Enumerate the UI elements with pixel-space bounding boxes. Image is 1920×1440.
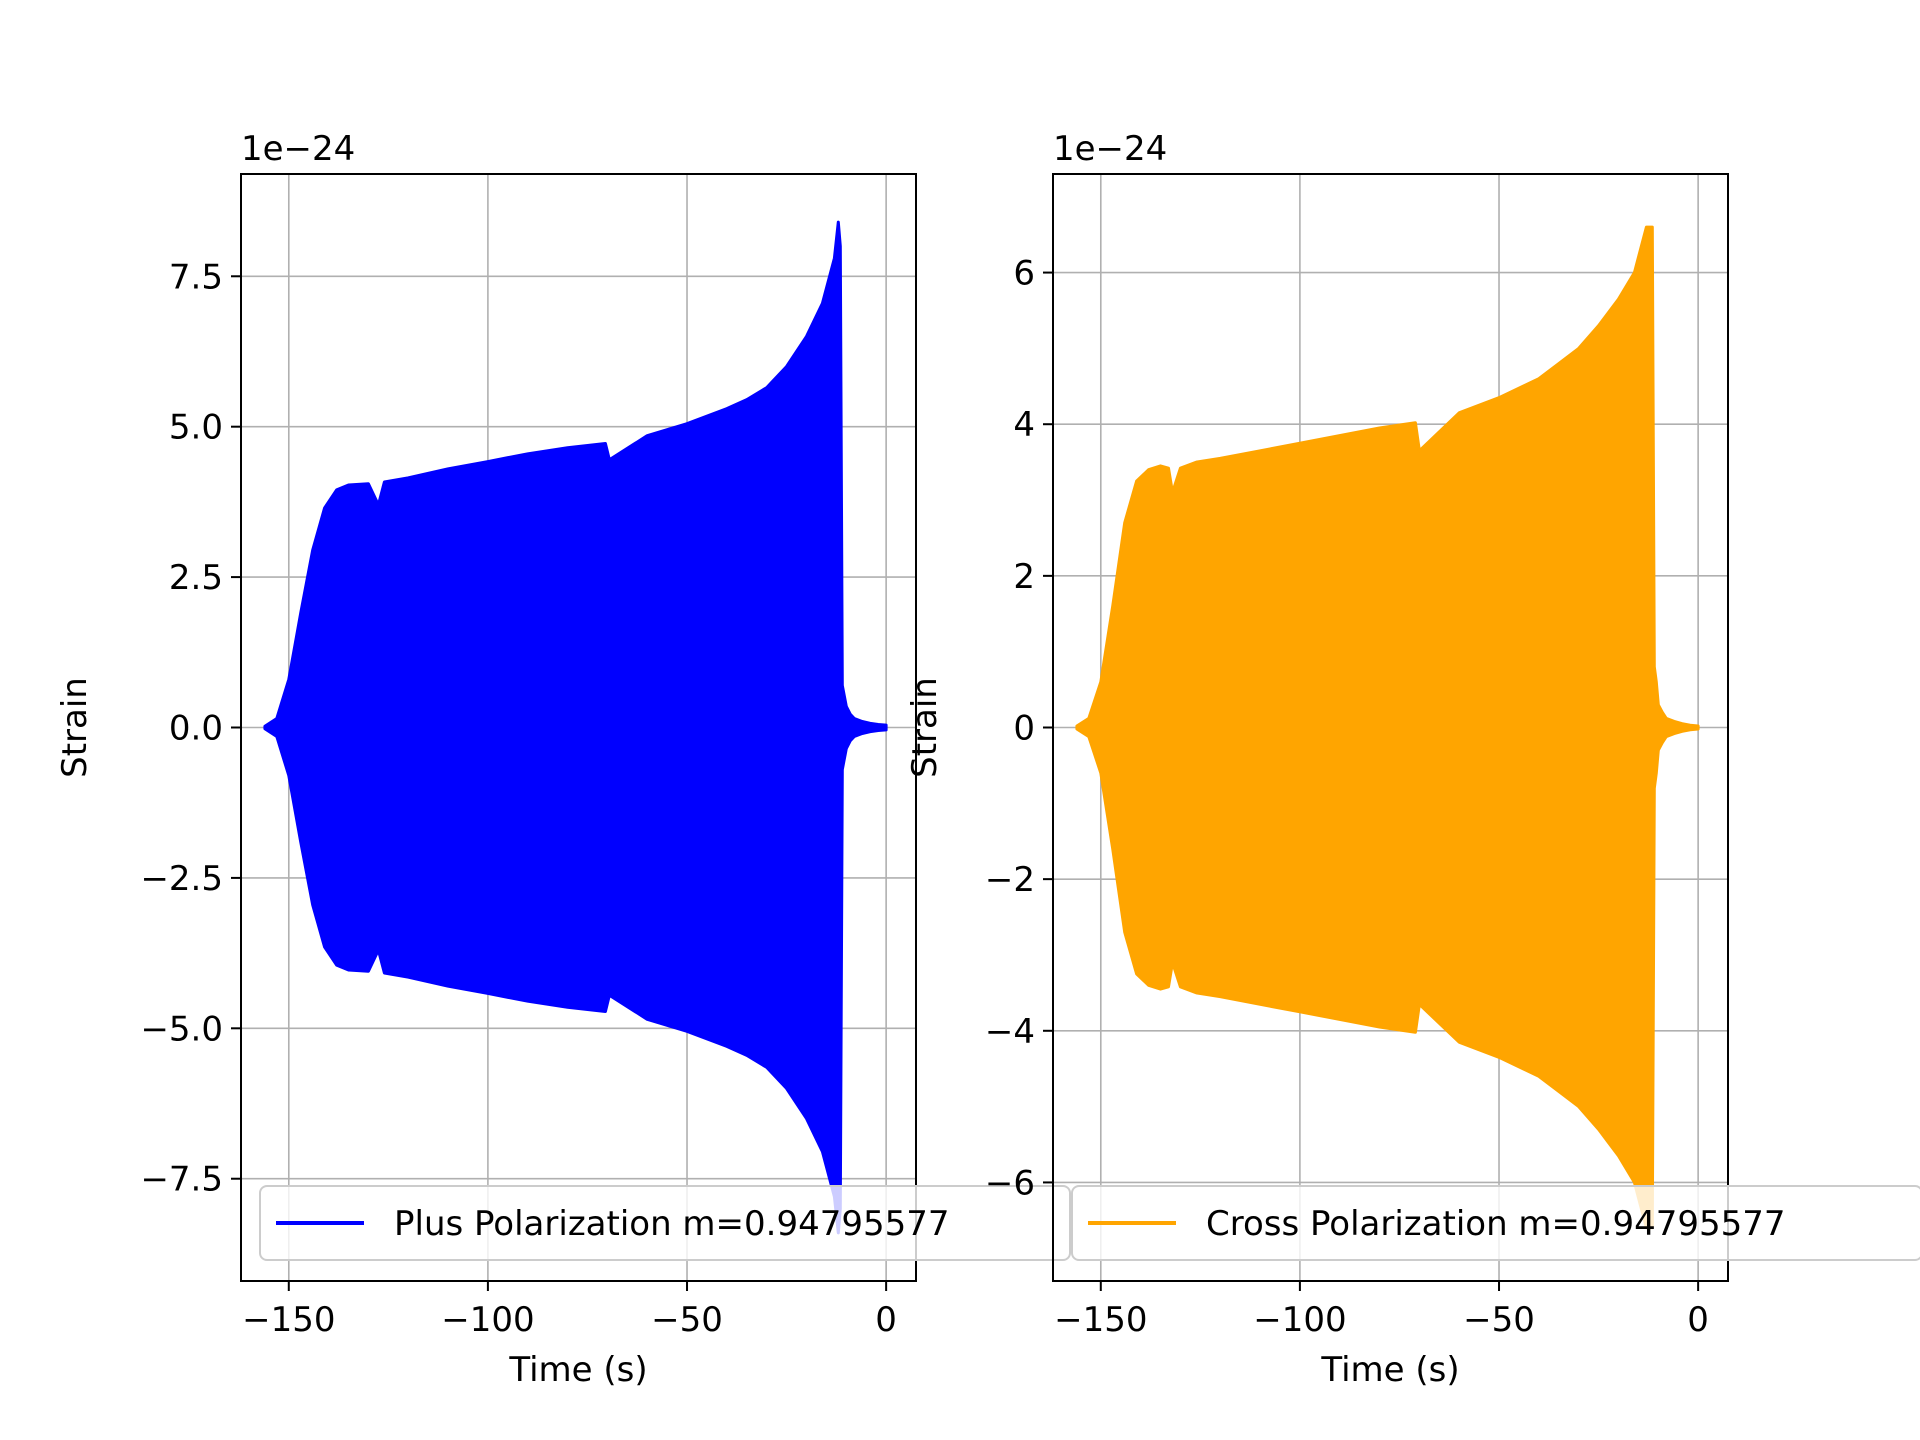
plus-polarization-panel: −150 −100 −50 0 −7.5 −5.0 −2.5 0.0 2.5 5.0 7.5 1e…	[55, 129, 1071, 1390]
x-tick-label: −150	[242, 1300, 335, 1340]
y-tick-label: −5.0	[140, 1009, 223, 1049]
x-tick-label: −150	[1054, 1300, 1147, 1340]
legend: Plus Polarization m=0.94795577	[259, 1185, 1071, 1261]
x-tick-label: −50	[651, 1300, 723, 1340]
y-tick-label: −2.5	[140, 859, 223, 899]
cross-polarization-panel: −150 −100 −50 0 −6 −4 −2 0 2 4 6 1e−24 Time (s) S…	[905, 129, 1920, 1390]
y-ticks: −7.5 −5.0 −2.5 0.0 2.5 5.0 7.5	[140, 257, 241, 1200]
y-tick-label: 2.5	[169, 558, 223, 598]
x-tick-label: −50	[1463, 1300, 1535, 1340]
y-tick-label: −6	[985, 1163, 1035, 1203]
cross-polarization-waveform	[1075, 225, 1700, 1230]
legend-box	[1071, 1185, 1920, 1261]
y-tick-label: 5.0	[169, 408, 223, 448]
x-tick-label: 0	[1687, 1300, 1709, 1340]
y-tick-label: −7.5	[140, 1160, 223, 1200]
y-axis-label: Strain	[55, 677, 95, 778]
x-tick-label: −100	[1253, 1300, 1346, 1340]
x-axis-label: Time (s)	[1320, 1350, 1459, 1390]
y-ticks: −6 −4 −2 0 2 4 6	[985, 254, 1053, 1203]
y-tick-label: 0.0	[169, 709, 223, 749]
legend-entry-cross: Cross Polarization m=0.94795577	[1206, 1204, 1786, 1244]
y-tick-label: 0	[1013, 709, 1035, 749]
y-axis-label: Strain	[905, 677, 945, 778]
y-tick-label: −2	[985, 860, 1035, 900]
y-tick-label: 7.5	[169, 257, 223, 297]
y-tick-label: 2	[1013, 557, 1035, 597]
y-tick-label: 6	[1013, 254, 1035, 294]
legend-entry-plus: Plus Polarization m=0.94795577	[394, 1204, 950, 1244]
legend-box	[259, 1185, 1071, 1261]
x-axis-label: Time (s)	[508, 1350, 647, 1390]
x-ticks: −150 −100 −50 0	[1054, 1281, 1709, 1340]
offset-text: 1e−24	[241, 129, 355, 169]
x-tick-label: 0	[875, 1300, 897, 1340]
offset-text: 1e−24	[1053, 129, 1167, 169]
x-ticks: −150 −100 −50 0	[242, 1281, 897, 1340]
legend: Cross Polarization m=0.94795577	[1071, 1185, 1920, 1261]
x-tick-label: −100	[441, 1300, 534, 1340]
y-tick-label: −4	[985, 1012, 1035, 1052]
y-tick-label: 4	[1013, 405, 1035, 445]
plus-polarization-waveform	[263, 220, 888, 1235]
